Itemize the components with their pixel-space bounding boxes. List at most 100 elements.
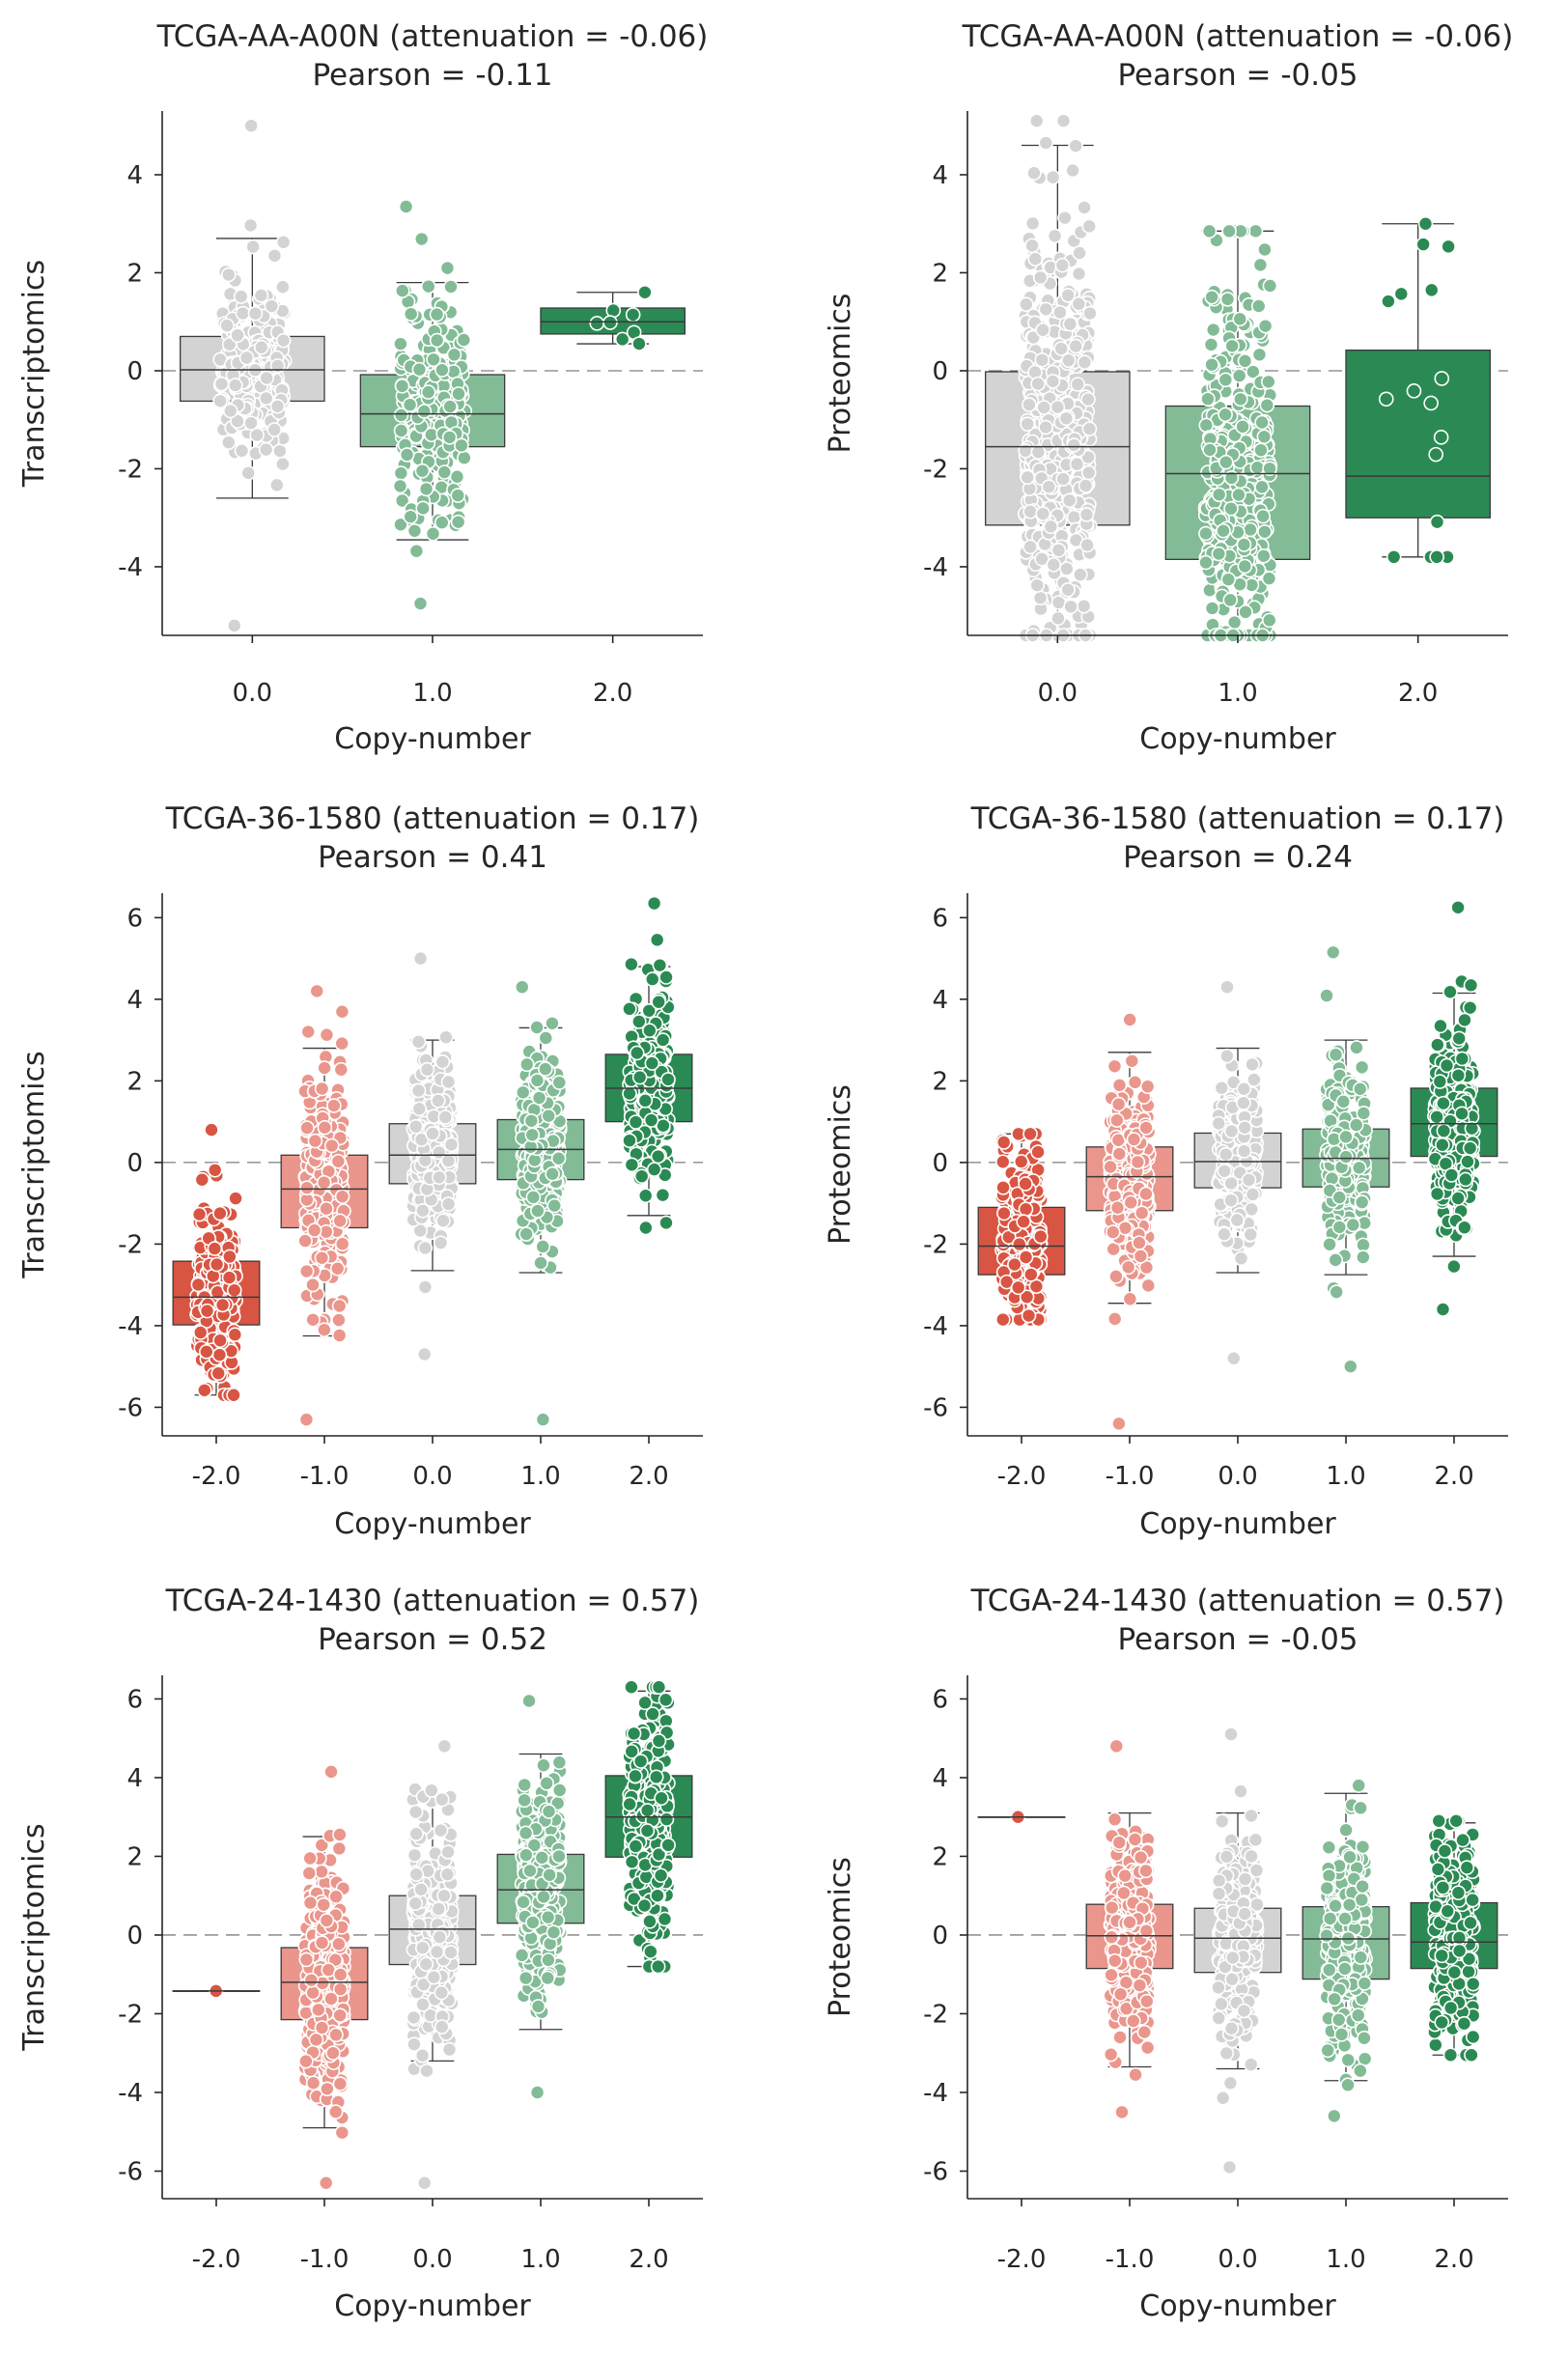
data-point (302, 1895, 319, 1911)
points (994, 1126, 1049, 1328)
data-point (441, 430, 458, 445)
x-tick-label: 1.0 (1326, 1462, 1365, 1491)
y-axis-label: Transcriptomics (17, 1823, 51, 2051)
data-point (443, 279, 459, 295)
data-point (1255, 508, 1271, 524)
data-point (302, 1850, 318, 1867)
data-point (413, 231, 430, 247)
y-tick-label: -4 (118, 1312, 143, 1341)
x-axis-label: Copy-number (334, 722, 531, 756)
data-point (1139, 1079, 1156, 1095)
x-tick-label: 0.0 (1038, 679, 1078, 708)
data-point (1068, 138, 1083, 154)
data-point (1032, 590, 1049, 606)
data-point (1325, 944, 1341, 961)
data-point (1026, 165, 1042, 182)
data-point (1055, 471, 1071, 487)
data-point (1066, 437, 1082, 453)
box--2.0 (977, 1126, 1066, 1328)
data-point (320, 2081, 335, 2097)
data-point (515, 1084, 531, 1101)
panel-5: TCGA-24-1430 (attenuation = 0.57)Pearson… (17, 1584, 703, 2323)
data-point (1066, 509, 1082, 525)
data-point (642, 1023, 658, 1039)
data-point (1204, 601, 1220, 616)
data-point (275, 456, 291, 472)
data-point (1245, 1187, 1261, 1202)
data-point (1080, 391, 1096, 407)
data-point (529, 1073, 546, 1088)
data-point (1257, 241, 1273, 258)
panel-1: TCGA-AA-A00N (attenuation = -0.06)Pearso… (17, 19, 708, 756)
data-point (1329, 1284, 1345, 1300)
data-point (1436, 1095, 1451, 1111)
data-point (1326, 1132, 1342, 1147)
data-point (318, 2175, 334, 2191)
iqr-box (1345, 349, 1491, 519)
data-point (652, 957, 668, 973)
data-point (333, 1061, 350, 1078)
data-point (1429, 549, 1444, 565)
data-point (1020, 416, 1036, 432)
data-point (314, 1081, 330, 1097)
data-point (441, 2041, 458, 2058)
data-point (1050, 610, 1066, 627)
data-point (213, 376, 230, 392)
data-point (412, 950, 429, 967)
data-point (299, 1180, 315, 1195)
data-point (1080, 449, 1096, 465)
data-point (238, 350, 255, 366)
x-axis-label: Copy-number (334, 2289, 531, 2323)
data-point (1229, 1212, 1246, 1228)
data-point (1462, 999, 1478, 1016)
data-point (319, 1026, 335, 1043)
data-point (331, 1936, 347, 1952)
data-point (1223, 470, 1240, 486)
data-point (1356, 1249, 1371, 1265)
data-point (1018, 1176, 1033, 1192)
data-point (190, 1277, 207, 1293)
data-point (258, 390, 274, 407)
data-point (393, 517, 408, 533)
data-point (242, 217, 259, 234)
data-point (1236, 1095, 1251, 1111)
box-0.0 (180, 118, 325, 633)
data-point (1393, 286, 1410, 302)
data-point (226, 1387, 241, 1403)
y-tick-label: -4 (118, 553, 143, 582)
data-point (1433, 1018, 1448, 1034)
chart-subtitle: Pearson = 0.41 (318, 840, 547, 875)
box-2.0 (1410, 899, 1498, 1317)
data-point (253, 339, 269, 355)
data-point (624, 956, 639, 972)
data-point (1430, 1037, 1445, 1053)
data-point (212, 393, 228, 409)
data-point (194, 1171, 210, 1188)
data-point (637, 1188, 654, 1204)
box-2.0 (604, 895, 693, 1236)
data-point (1221, 223, 1237, 239)
points (297, 983, 351, 1427)
data-point (646, 895, 662, 912)
data-point (1202, 582, 1218, 599)
data-point (1108, 1269, 1124, 1284)
data-point (1124, 1053, 1140, 1069)
data-point (434, 2019, 450, 2035)
data-point (443, 1945, 459, 1960)
data-point (1077, 354, 1093, 371)
data-point (420, 278, 436, 295)
data-point (1054, 257, 1071, 273)
data-point (1023, 1267, 1039, 1282)
points (189, 1122, 243, 1403)
data-point (443, 1137, 460, 1153)
data-point (227, 1327, 243, 1343)
data-point (1237, 558, 1253, 575)
data-point (1035, 322, 1050, 338)
data-point (514, 979, 530, 995)
data-point (434, 1984, 450, 2001)
data-point (228, 1191, 243, 1206)
data-point (1034, 351, 1050, 368)
data-point (1106, 1058, 1123, 1075)
data-point (1432, 1074, 1448, 1089)
data-point (449, 468, 465, 485)
